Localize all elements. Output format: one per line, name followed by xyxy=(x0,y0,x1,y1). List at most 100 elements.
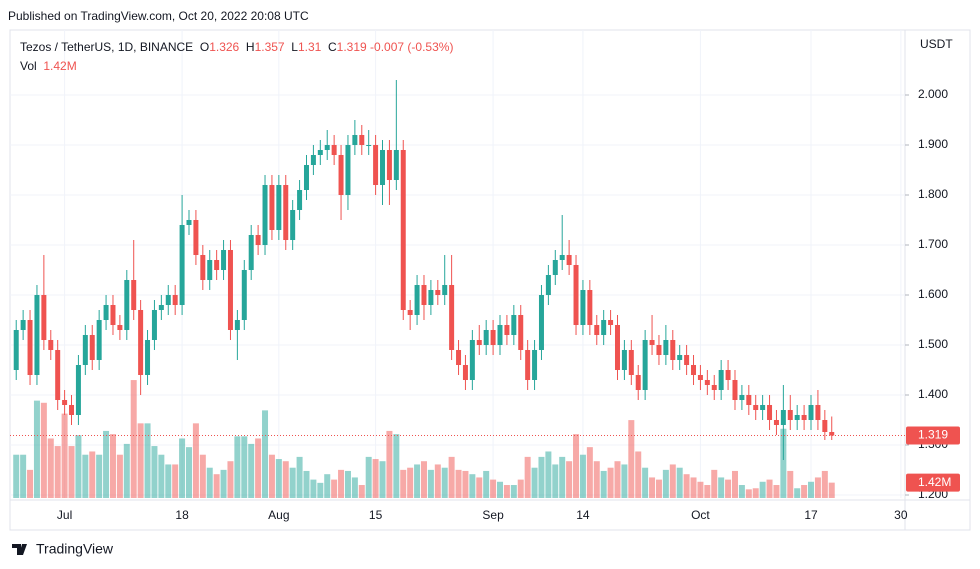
candle-body xyxy=(504,325,510,335)
open-label: O xyxy=(199,40,210,54)
candle-body xyxy=(697,375,703,380)
volume-bar xyxy=(179,438,186,498)
candle-body xyxy=(760,405,766,410)
volume-bar xyxy=(821,470,828,498)
volume-bar xyxy=(407,467,414,498)
brand-logo xyxy=(12,544,27,555)
candle-body xyxy=(594,325,600,335)
chart-frame xyxy=(9,29,971,531)
volume-value: 1.42M xyxy=(43,59,77,73)
volume-bar xyxy=(545,451,552,498)
candle-body xyxy=(359,135,365,145)
close-value: 1.319 xyxy=(336,40,367,54)
volume-bar xyxy=(275,459,282,498)
candle-body xyxy=(670,340,676,360)
volume-bar xyxy=(103,430,110,498)
candle-body xyxy=(808,405,814,420)
volume-bar xyxy=(766,479,773,498)
volume-bar xyxy=(711,469,718,498)
candle-body xyxy=(89,335,95,360)
y-tick-label: 1.700 xyxy=(918,237,948,251)
candle-body xyxy=(746,395,752,405)
candle-body xyxy=(608,320,614,325)
candle-body xyxy=(241,270,247,320)
volume-bar xyxy=(192,423,199,498)
volume-bar xyxy=(241,436,248,498)
x-tick-label: 17 xyxy=(804,508,818,522)
volume-bar xyxy=(13,454,20,498)
candle-body xyxy=(822,420,828,432)
volume-bar xyxy=(635,451,642,498)
volume-bar xyxy=(248,443,255,498)
candle-body xyxy=(310,155,316,165)
symbol-legend: Tezos / TetherUS, 1D, BINANCE O1.326 H1.… xyxy=(20,40,453,54)
low-value: 1.31 xyxy=(297,40,322,54)
x-tick-label: Sep xyxy=(482,508,504,522)
volume-bar xyxy=(199,454,206,498)
candle-body xyxy=(815,405,821,420)
candle-body xyxy=(283,185,289,240)
volume-bar xyxy=(358,485,365,498)
candle-body xyxy=(48,340,54,350)
volume-bar xyxy=(773,485,780,498)
volume-bar xyxy=(144,423,151,498)
candle-body xyxy=(20,320,26,330)
candle-body xyxy=(55,350,61,400)
volume-bar xyxy=(47,438,54,498)
volume-bar xyxy=(40,402,47,498)
candle-body xyxy=(82,335,88,365)
volume-bar xyxy=(503,485,510,498)
candle-body xyxy=(559,255,565,260)
y-tick-label: 1.800 xyxy=(918,187,948,201)
candle-body xyxy=(248,235,254,270)
volume-bar xyxy=(427,469,434,498)
volume-bar xyxy=(642,467,649,498)
volume-bar xyxy=(255,438,262,498)
candle-body xyxy=(27,320,33,375)
volume-bar xyxy=(669,464,676,498)
volume-bar xyxy=(808,481,815,498)
volume-bar xyxy=(303,470,310,498)
candle-body xyxy=(324,145,330,150)
candle-body xyxy=(601,320,607,335)
volume-bar xyxy=(531,467,538,498)
candle-body xyxy=(366,145,372,146)
volume-bar xyxy=(655,479,662,498)
candle-body xyxy=(165,295,171,305)
y-tick-label: 1.500 xyxy=(918,337,948,351)
candle-body xyxy=(34,295,40,375)
volume-bar xyxy=(434,464,441,498)
volume-bar xyxy=(455,469,462,498)
candle-body xyxy=(345,145,351,195)
candle-body xyxy=(234,320,240,330)
volume-bar xyxy=(483,470,490,498)
candle-body xyxy=(421,285,427,305)
candle-body xyxy=(525,350,531,380)
volume-bar xyxy=(490,479,497,498)
volume-bar xyxy=(780,428,787,498)
candle-body xyxy=(414,285,420,315)
candle-body xyxy=(511,315,517,335)
candle-body xyxy=(117,325,123,330)
y-tick-label: 1.600 xyxy=(918,287,948,301)
volume-bar xyxy=(814,477,821,498)
volume-bar xyxy=(393,434,400,498)
candle-body xyxy=(317,150,323,155)
volume-bar xyxy=(89,451,96,498)
candle-body xyxy=(297,190,303,210)
volume-bar xyxy=(649,477,656,498)
volume-bar xyxy=(697,481,704,498)
candle-body xyxy=(158,305,164,310)
volume-bar xyxy=(96,454,103,498)
candle-body xyxy=(704,380,710,385)
volume-bar xyxy=(704,485,711,498)
candle-body xyxy=(172,295,178,305)
candle-body xyxy=(462,365,468,380)
last-volume-tag xyxy=(906,473,960,492)
volume-bar xyxy=(400,469,407,498)
volume-bar xyxy=(338,469,345,498)
volume-bar xyxy=(607,467,614,498)
candle-body xyxy=(635,375,641,390)
candle-body xyxy=(518,315,524,350)
